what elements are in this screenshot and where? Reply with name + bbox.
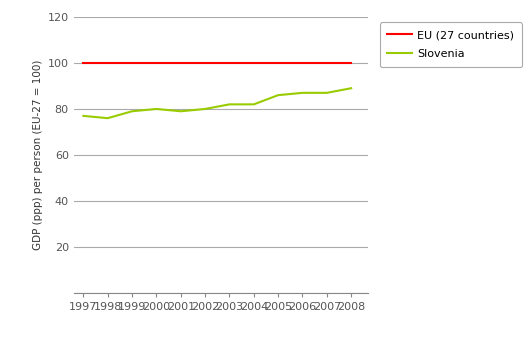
Slovenia: [178, 109, 184, 113]
EU (27 countries): [80, 61, 87, 65]
Line: Slovenia: Slovenia: [84, 88, 351, 118]
EU (27 countries): [250, 61, 257, 65]
EU (27 countries): [348, 61, 355, 65]
Y-axis label: GDP (ppp) per person (EU-27 = 100): GDP (ppp) per person (EU-27 = 100): [34, 60, 44, 250]
EU (27 countries): [323, 61, 330, 65]
Slovenia: [202, 107, 208, 111]
Slovenia: [80, 114, 87, 118]
Slovenia: [129, 109, 135, 113]
Slovenia: [226, 102, 232, 106]
EU (27 countries): [105, 61, 111, 65]
EU (27 countries): [178, 61, 184, 65]
EU (27 countries): [129, 61, 135, 65]
EU (27 countries): [299, 61, 306, 65]
Slovenia: [348, 86, 355, 90]
Slovenia: [323, 91, 330, 95]
EU (27 countries): [275, 61, 281, 65]
EU (27 countries): [226, 61, 232, 65]
EU (27 countries): [153, 61, 159, 65]
EU (27 countries): [202, 61, 208, 65]
Slovenia: [105, 116, 111, 120]
Legend: EU (27 countries), Slovenia: EU (27 countries), Slovenia: [380, 22, 522, 67]
Slovenia: [153, 107, 159, 111]
Slovenia: [250, 102, 257, 106]
Slovenia: [299, 91, 306, 95]
Slovenia: [275, 93, 281, 97]
